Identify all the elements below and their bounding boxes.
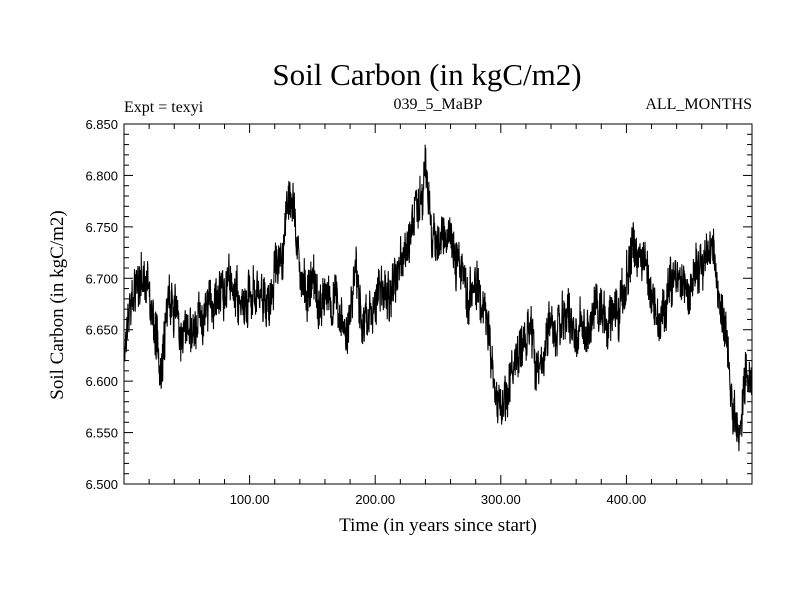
y-tick-label: 6.850 [85, 117, 118, 132]
y-tick-label: 6.800 [85, 168, 118, 183]
months-label: ALL_MONTHS [645, 96, 752, 113]
y-tick-label: 6.500 [85, 477, 118, 492]
y-tick-label: 6.700 [85, 271, 118, 286]
experiment-label: Expt = texyi [124, 99, 204, 116]
y-tick-label: 6.750 [85, 220, 118, 235]
series-line-0 [124, 144, 752, 452]
y-axis-label: Soil Carbon (in kgC/m2) [47, 210, 68, 399]
x-tick-label: 400.00 [607, 492, 647, 507]
axes-layer: 100.00 200.00 300.00 400.00 6.500 6.550 6.600 6… [85, 117, 753, 507]
y-tick-label: 6.600 [85, 374, 118, 389]
x-tick-label: 100.00 [230, 492, 270, 507]
plot-frame [123, 123, 753, 485]
run-label: 039_5_MaBP [394, 96, 483, 113]
y-tick-label: 6.550 [85, 426, 118, 441]
chart-title: Soil Carbon (in kgC/m2) [272, 57, 581, 92]
x-tick-label: 300.00 [481, 492, 521, 507]
data-layer [124, 144, 752, 452]
y-tick-label: 6.650 [85, 323, 118, 338]
x-axis-label: Time (in years since start) [339, 515, 537, 536]
x-tick-label: 200.00 [355, 492, 395, 507]
